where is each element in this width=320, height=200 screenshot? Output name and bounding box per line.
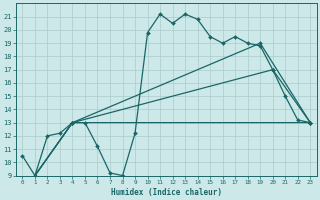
X-axis label: Humidex (Indice chaleur): Humidex (Indice chaleur) <box>111 188 222 197</box>
